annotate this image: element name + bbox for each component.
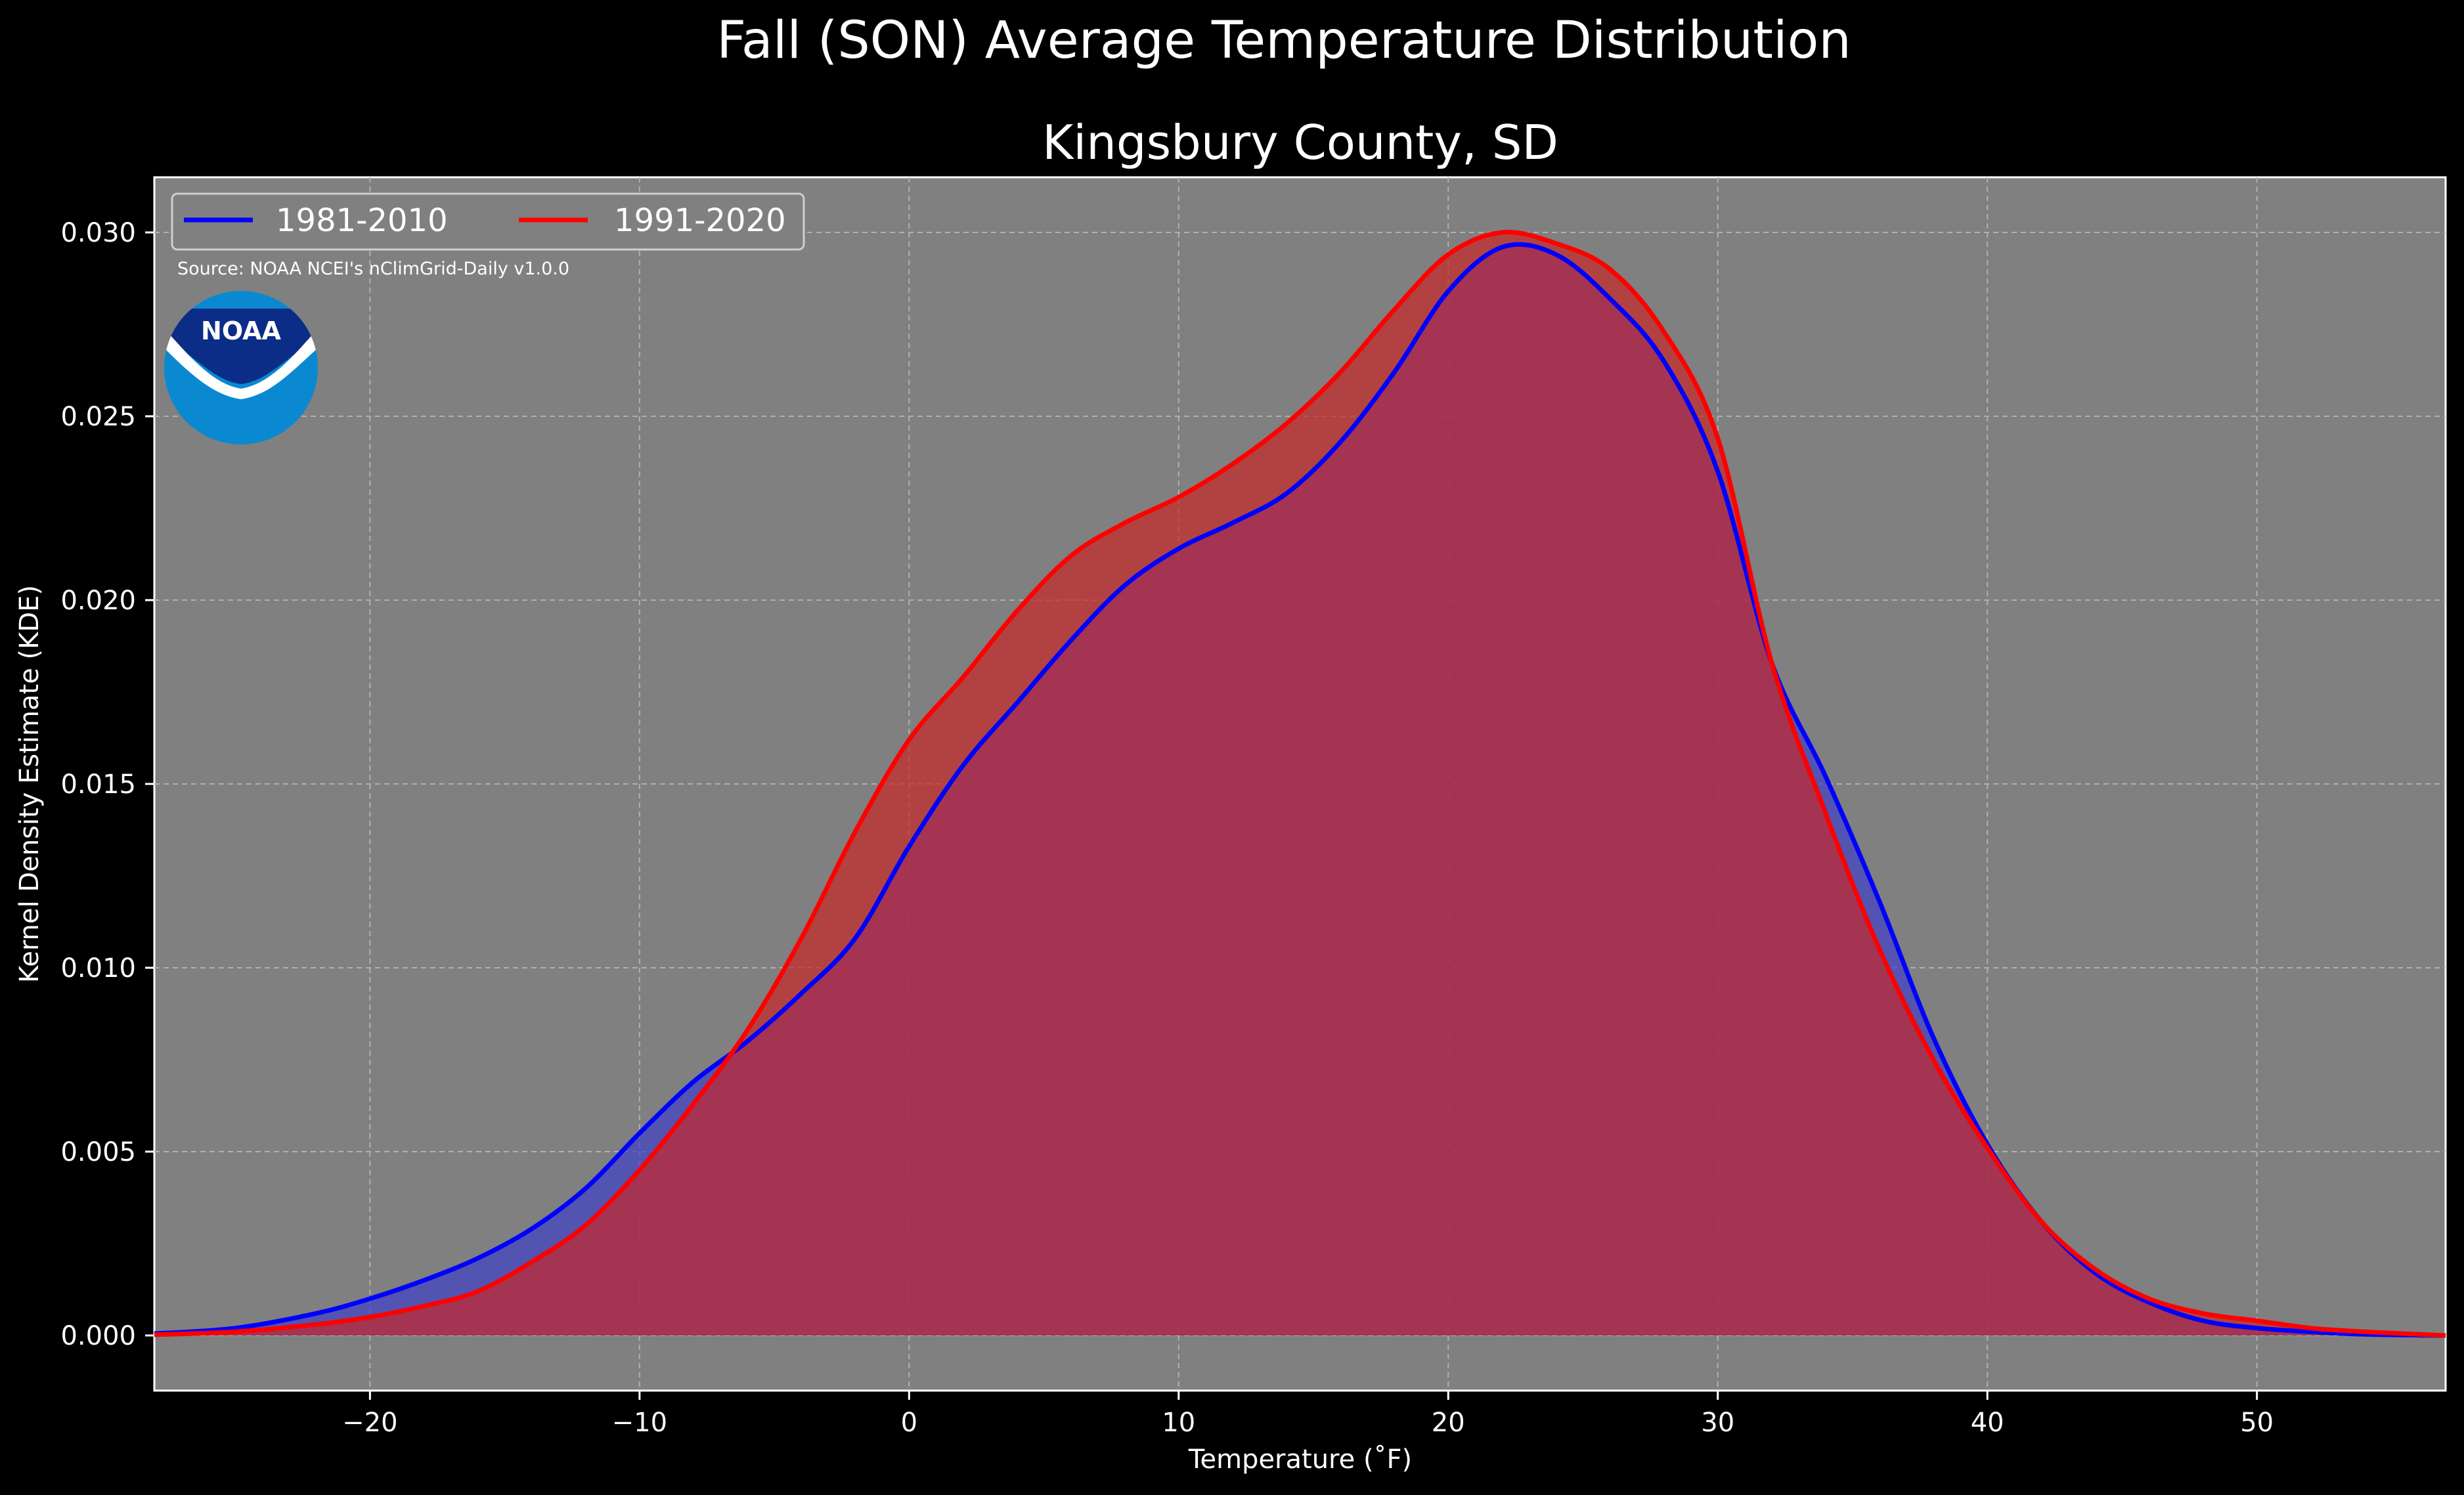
x-axis-ticks: −20 −10 0 10 20 30 40 50 (342, 1391, 2274, 1438)
chart-title: Fall (SON) Average Temperature Distribut… (716, 11, 1851, 70)
density-line-1991-2020 (154, 230, 2446, 1338)
x-tick-label: −20 (342, 1408, 397, 1438)
density-lines (154, 230, 2446, 1338)
x-tick-label: 10 (1162, 1408, 1195, 1438)
y-tick-label: 0.025 (60, 402, 136, 432)
legend-label-1991-2020: 1991-2020 (614, 202, 786, 239)
y-tick-label: 0.010 (60, 953, 136, 984)
x-axis-label: Temperature (˚F) (1188, 1444, 1412, 1475)
x-tick-label: 20 (1432, 1408, 1465, 1438)
x-tick-label: 30 (1701, 1408, 1734, 1438)
y-axis-ticks: 0.000 0.005 0.010 0.015 0.020 0.025 0.030 (60, 218, 154, 1351)
chart-subtitle: Kingsbury County, SD (1042, 115, 1558, 170)
y-tick-label: 0.000 (60, 1321, 136, 1351)
x-tick-label: 50 (2240, 1408, 2274, 1438)
legend-label-1981-2010: 1981-2010 (276, 202, 448, 239)
noaa-logo-text: NOAA (201, 316, 281, 345)
y-tick-label: 0.020 (60, 586, 136, 616)
x-tick-label: 0 (901, 1408, 917, 1438)
legend-box (171, 192, 805, 251)
noaa-logo: NOAA (164, 291, 318, 444)
source-note: Source: NOAA NCEI's nClimGrid-Daily v1.0… (177, 259, 569, 279)
x-tick-label: 40 (1971, 1408, 2004, 1438)
x-tick-label: −10 (612, 1408, 667, 1438)
y-tick-label: 0.005 (60, 1137, 136, 1167)
y-axis-label: Kernel Density Estimate (KDE) (14, 585, 45, 983)
y-tick-label: 0.030 (60, 218, 136, 248)
y-tick-label: 0.015 (60, 769, 136, 800)
legend: 1981-2010 1991-2020 (171, 192, 805, 251)
